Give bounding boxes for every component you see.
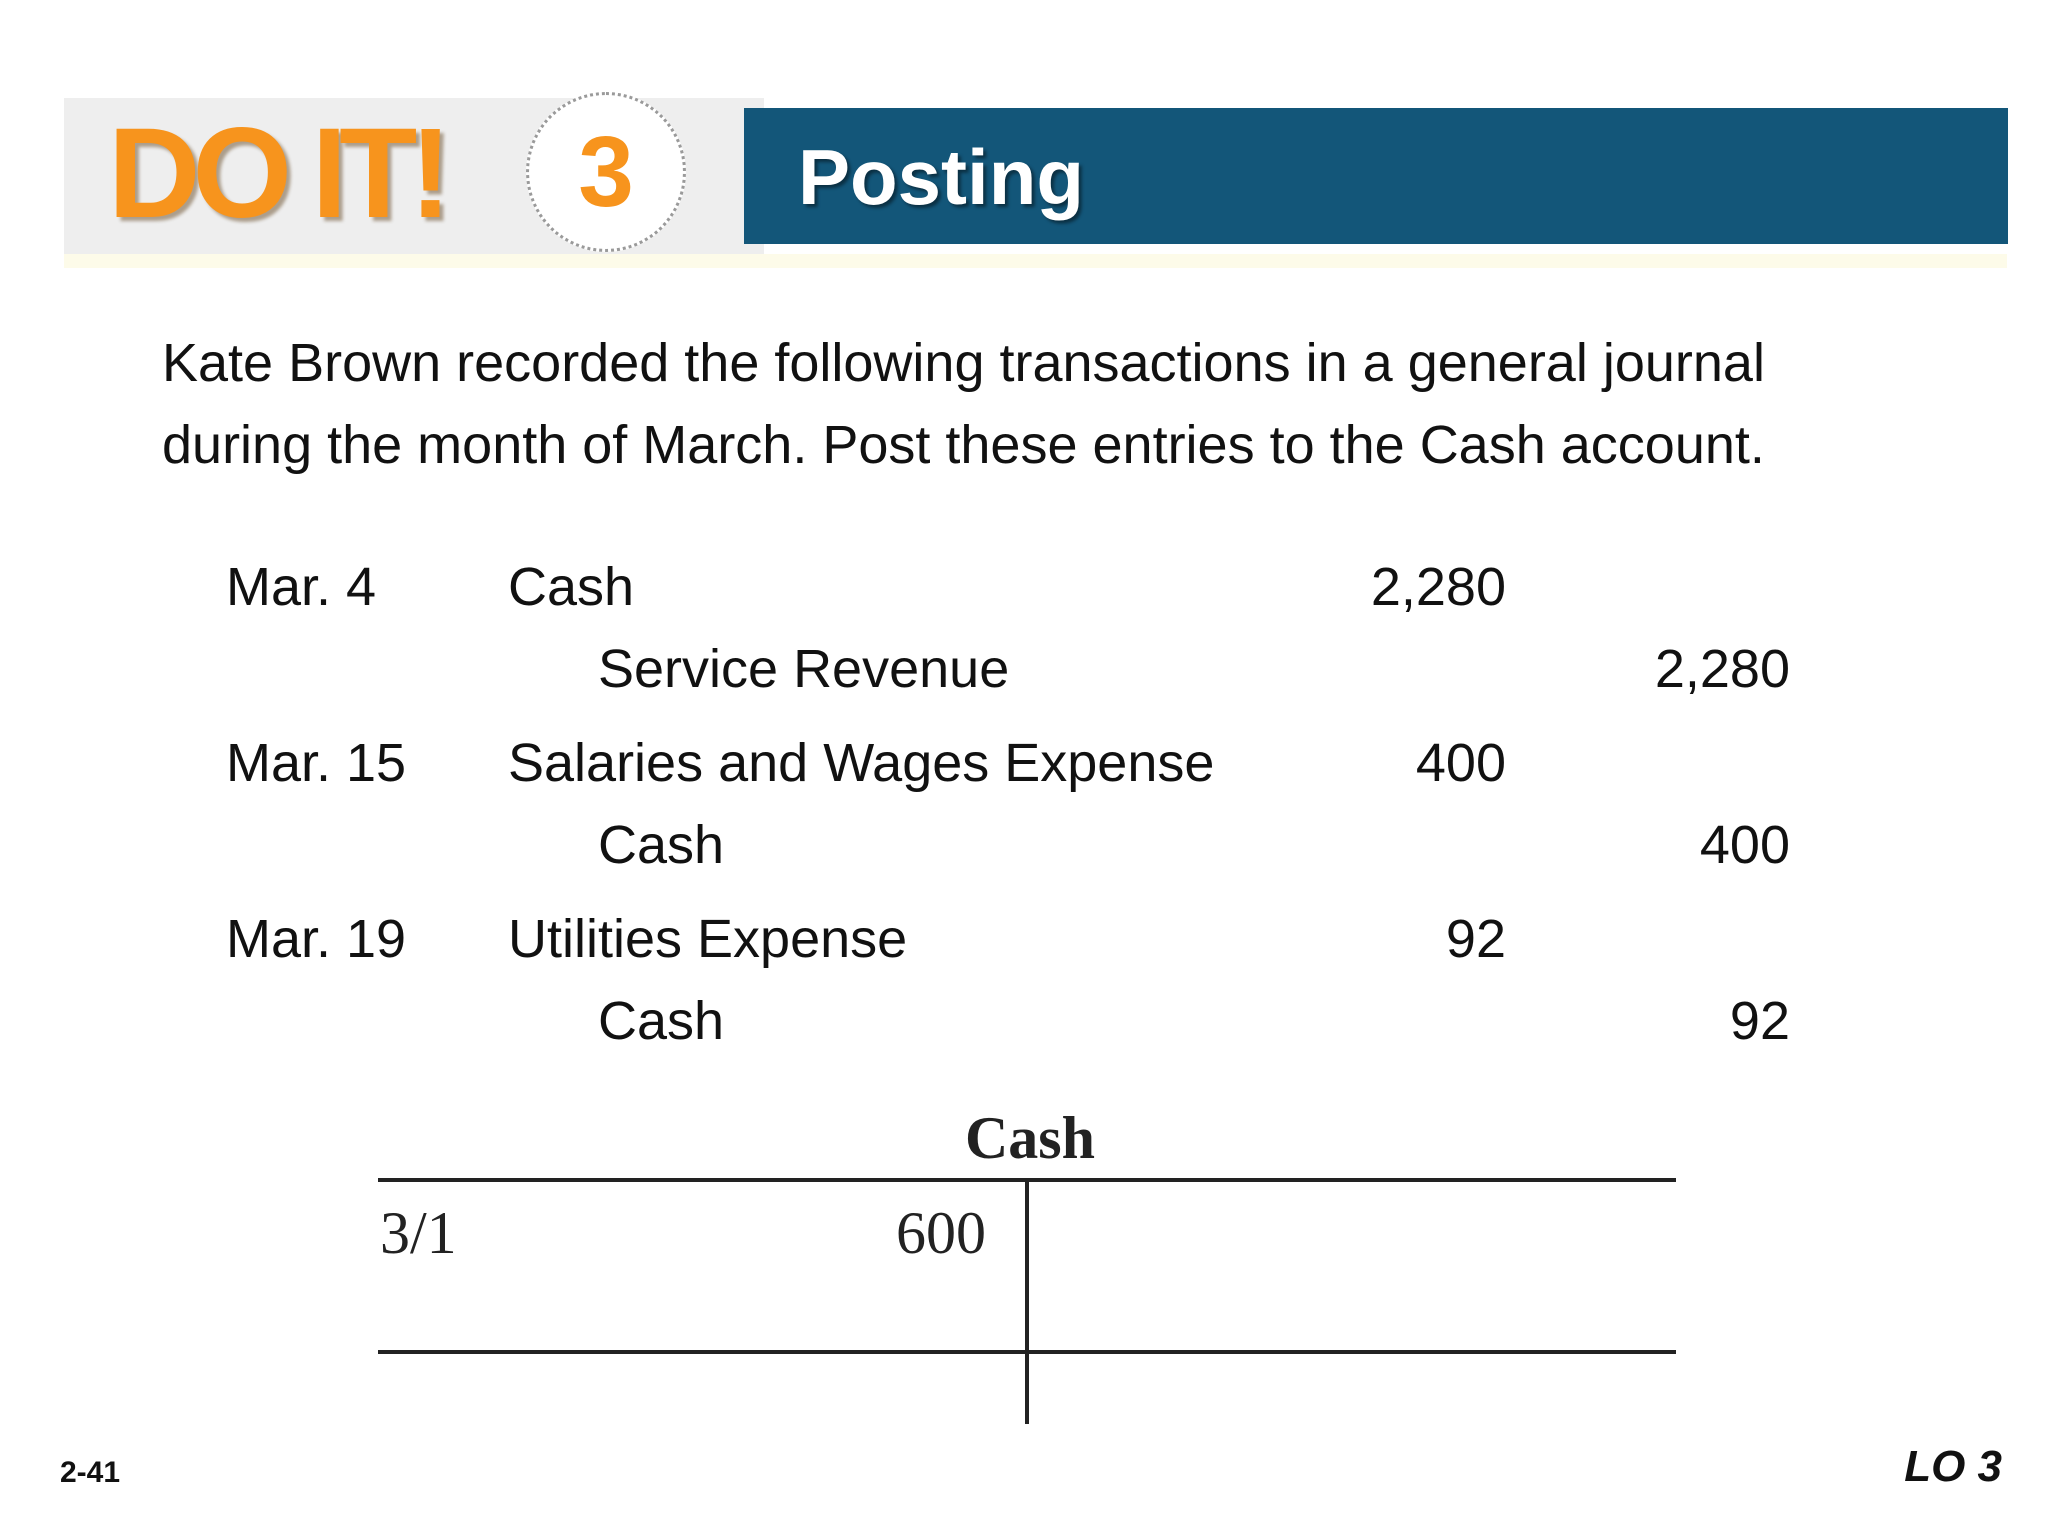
t-account-debit-date: 3/1 <box>380 1200 457 1266</box>
exercise-number: 3 <box>578 116 634 228</box>
entry-date: Mar. 15 <box>226 733 407 793</box>
t-account-title: Cash <box>964 1105 1096 1171</box>
credit-account: Service Revenue <box>598 639 1010 699</box>
learning-objective: LO 3 <box>1904 1442 2002 1491</box>
slide-number: 2-41 <box>60 1456 121 1489</box>
exercise-number-badge: 3 <box>526 92 686 252</box>
debit-account: Utilities Expense <box>508 909 908 969</box>
credit-account: Cash <box>598 815 725 875</box>
entry-date: Mar. 4 <box>226 557 377 617</box>
t-account-debit-amount: 600 <box>896 1200 986 1266</box>
credit-amount: 400 <box>1699 815 1790 875</box>
journal-entry-2-credit-row: Cash 400 <box>0 804 2048 886</box>
problem-statement: Kate Brown recorded the following transa… <box>162 322 1962 486</box>
entry-date: Mar. 19 <box>226 909 407 969</box>
credit-amount: 92 <box>1729 991 1790 1051</box>
t-account-center-rule <box>1025 1180 1029 1424</box>
debit-amount: 2,280 <box>1370 557 1506 617</box>
banner-underline <box>64 254 2007 268</box>
journal-entry-3-debit-row: Mar. 19 Utilities Expense 92 <box>0 898 2048 980</box>
problem-line-2: during the month of March. Post these en… <box>162 415 1765 475</box>
t-account-bottom-rule <box>378 1350 1676 1354</box>
credit-account: Cash <box>598 991 725 1051</box>
page-title: Posting <box>798 133 1084 221</box>
journal-entry-1-debit-row: Mar. 4 Cash 2,280 <box>0 546 2048 628</box>
debit-account: Cash <box>508 557 635 617</box>
problem-line-1: Kate Brown recorded the following transa… <box>162 333 1765 393</box>
journal-entry-2-debit-row: Mar. 15 Salaries and Wages Expense 400 <box>0 722 2048 804</box>
debit-amount: 400 <box>1415 733 1506 793</box>
journal-entry-1-credit-row: Service Revenue 2,280 <box>0 628 2048 710</box>
debit-amount: 92 <box>1445 909 1506 969</box>
do-it-label: DO IT! <box>108 102 452 245</box>
credit-amount: 2,280 <box>1654 639 1790 699</box>
journal-entry-3-credit-row: Cash 92 <box>0 980 2048 1062</box>
title-banner: Posting <box>744 108 2008 244</box>
debit-account: Salaries and Wages Expense <box>508 733 1215 793</box>
